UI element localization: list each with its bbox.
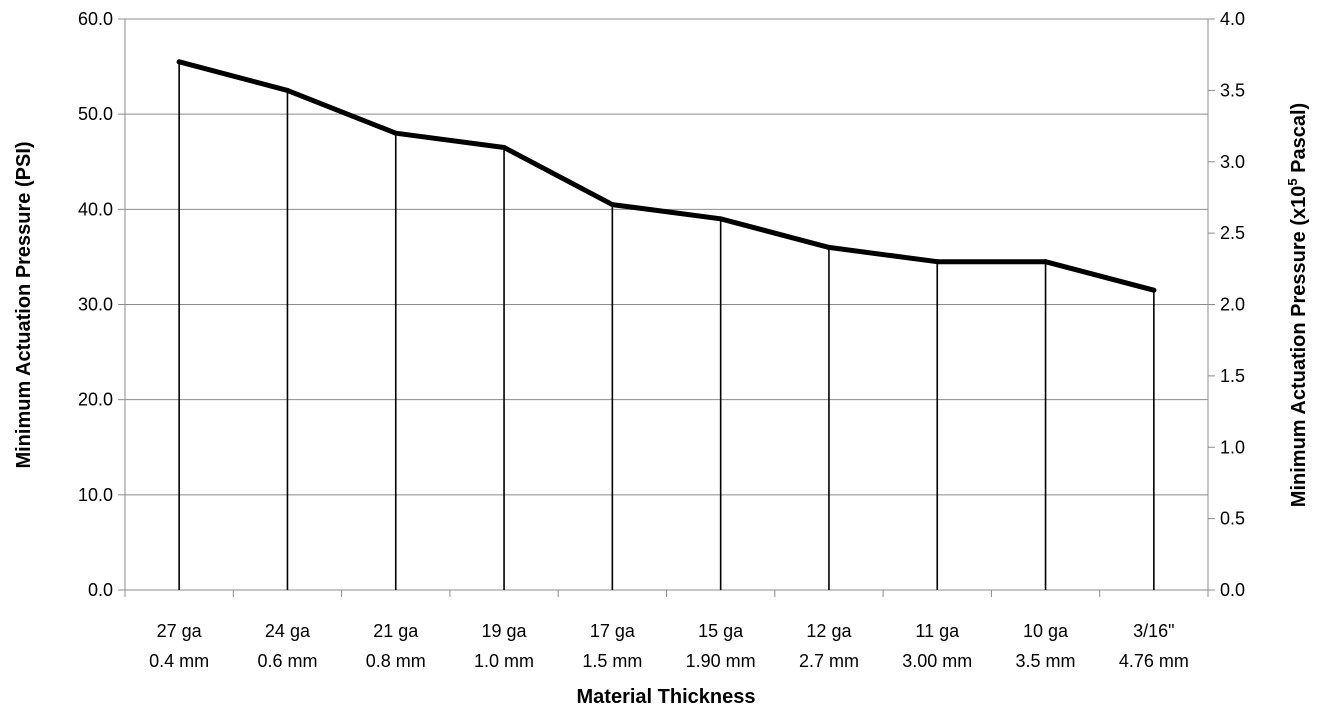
data-point <box>609 202 615 208</box>
y2-axis-title-suffix: Pascal) <box>1288 103 1310 179</box>
x-tick-label: 19 ga <box>482 621 528 641</box>
x-tick-label-sub: 2.7 mm <box>799 651 859 671</box>
x-tick-label-sub: 0.6 mm <box>257 651 317 671</box>
x-tick-label: 21 ga <box>373 621 419 641</box>
y2-tick-label: 3.5 <box>1220 80 1245 100</box>
series <box>176 59 1157 293</box>
y2-axis-title-sup: 5 <box>1285 178 1300 185</box>
x-tick-label: 3/16" <box>1133 621 1174 641</box>
data-point <box>718 216 724 222</box>
data-point <box>1151 287 1157 293</box>
y2-tick-label: 3.0 <box>1220 152 1245 172</box>
x-axis-title: Material Thickness <box>577 686 756 708</box>
y2-axis-title-prefix: Minimum Actuation Pressure (x10 <box>1288 186 1310 508</box>
data-point <box>1043 259 1049 265</box>
y-tick-label: 0.0 <box>88 580 113 600</box>
y-tick-label: 30.0 <box>78 295 113 315</box>
y2-tick-label: 2.0 <box>1220 295 1245 315</box>
data-point <box>393 130 399 136</box>
series-line <box>176 59 1157 293</box>
y-tick-label: 40.0 <box>78 199 113 219</box>
x-tick-label-sub: 1.5 mm <box>582 651 642 671</box>
x-tick-label: 17 ga <box>590 621 636 641</box>
y2-tick-label: 4.0 <box>1220 9 1245 29</box>
x-tick-label: 27 ga <box>157 621 203 641</box>
x-tick-label: 11 ga <box>915 621 960 641</box>
y-tick-label: 60.0 <box>78 9 113 29</box>
data-point <box>284 87 290 93</box>
y-tick-label: 20.0 <box>78 390 113 410</box>
y-tick-label: 10.0 <box>78 485 113 505</box>
drop-lines <box>178 61 1155 590</box>
y2-tick-label: 0.0 <box>1220 580 1245 600</box>
x-tick-label-sub: 3.00 mm <box>902 651 972 671</box>
y2-tick-label: 1.0 <box>1220 437 1245 457</box>
x-tick-label: 15 ga <box>698 621 744 641</box>
x-tick-label: 24 ga <box>265 621 311 641</box>
y2-tick-label: 2.5 <box>1220 223 1245 243</box>
data-point <box>501 144 507 150</box>
gridlines <box>125 18 1208 496</box>
axes <box>118 18 1215 597</box>
x-tick-label: 10 ga <box>1023 621 1069 641</box>
data-point <box>934 259 940 265</box>
data-point <box>826 244 832 250</box>
y-axis-title: Minimum Actuation Pressure (PSI) <box>13 141 35 468</box>
x-tick-label-sub: 0.8 mm <box>366 651 426 671</box>
y-tick-label: 50.0 <box>78 104 113 124</box>
x-tick-label: 12 ga <box>806 621 852 641</box>
data-point <box>176 59 182 65</box>
x-tick-label-sub: 1.90 mm <box>686 651 756 671</box>
y2-tick-label: 0.5 <box>1220 509 1245 529</box>
y2-tick-label: 1.5 <box>1220 366 1245 386</box>
x-tick-label-sub: 4.76 mm <box>1119 651 1189 671</box>
tick-labels: 0.0 10.0 20.0 30.0 40.0 50.0 60.0 0.0 0.5 1.0 1.5 2… <box>78 9 1245 671</box>
x-tick-label-sub: 3.5 mm <box>1016 651 1076 671</box>
x-tick-label-sub: 1.0 mm <box>474 651 534 671</box>
x-tick-label-sub: 0.4 mm <box>149 651 209 671</box>
y2-axis-title: Minimum Actuation Pressure (x105 Pascal) <box>1285 103 1310 507</box>
